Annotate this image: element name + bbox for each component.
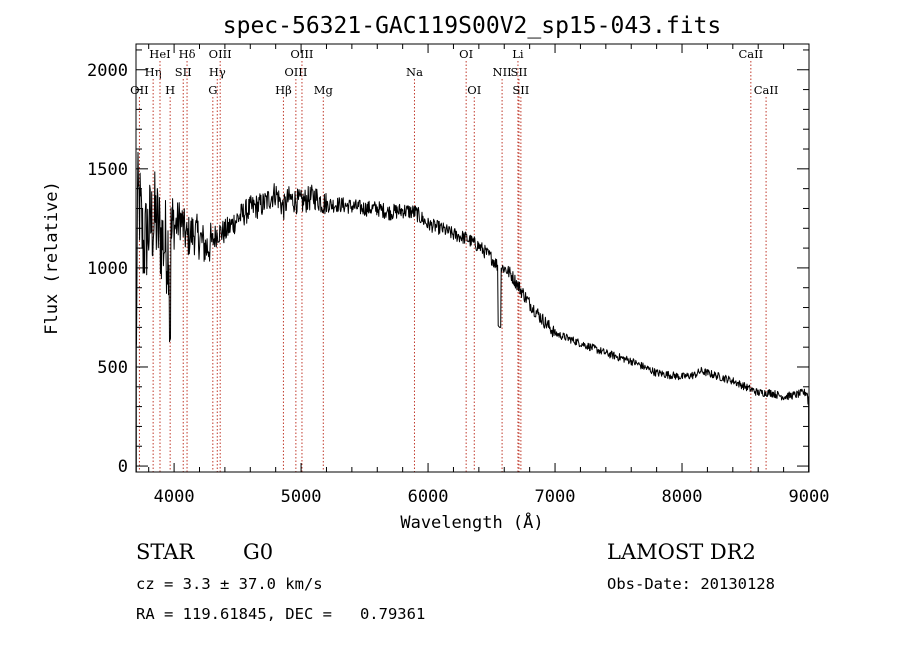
redshift-velocity: cz = 3.3 ± 37.0 km/s — [136, 575, 323, 593]
spectral-line-label: Mg — [314, 83, 334, 97]
spectral-line-label: OI — [467, 83, 481, 97]
y-axis-ticks: 0 500 1000 1500 2000 — [87, 49, 809, 477]
y-tick-label: 0 — [118, 457, 128, 477]
spectral-line-label: Hγ — [209, 65, 226, 79]
object-class: STAR — [136, 540, 195, 564]
x-tick-label: 9000 — [789, 487, 830, 507]
spectral-line-label: SII — [510, 65, 527, 79]
spectral-line-label: CaII — [754, 83, 779, 97]
x-axis-ticks: 4000 5000 6000 7000 8000 9000 — [148, 44, 830, 507]
spectral-line-label: Li — [512, 47, 524, 61]
spectral-line-label: OI — [459, 47, 473, 61]
spectral-line-label: SII — [175, 65, 192, 79]
sky-coordinates: RA = 119.61845, DEC = 0.79361 — [136, 605, 425, 623]
spectral-line-label: G — [208, 83, 217, 97]
survey-release: LAMOST DR2 — [607, 540, 756, 564]
x-tick-label: 4000 — [154, 487, 195, 507]
spectral-line-label: OIII — [209, 47, 232, 61]
x-tick-label: 8000 — [662, 487, 703, 507]
spectrum-line — [135, 151, 810, 472]
spectral-line-label: Hβ — [275, 83, 292, 97]
spectral-line-label: CaII — [738, 47, 763, 61]
spectral-line-markers: OIIHηHeIHSIIHδGHγOIIIHβOIIIOIIIMgNaOIOIN… — [130, 47, 778, 472]
x-tick-label: 6000 — [408, 487, 449, 507]
y-tick-label: 2000 — [87, 61, 128, 81]
object-subclass: G0 — [243, 540, 273, 564]
spectral-line-label: OIII — [290, 47, 313, 61]
x-tick-label: 7000 — [535, 487, 576, 507]
spectral-line-label: H — [165, 83, 175, 97]
spectral-line-label: Hδ — [179, 47, 196, 61]
spectral-line-label: OIII — [284, 65, 307, 79]
observation-date: Obs-Date: 20130128 — [607, 575, 775, 593]
spectrum-plot — [135, 151, 810, 472]
x-tick-label: 5000 — [281, 487, 322, 507]
y-tick-label: 1500 — [87, 160, 128, 180]
y-axis-label: Flux (relative) — [42, 181, 62, 335]
plot-frame — [135, 43, 810, 473]
spectral-line-label: Hη — [145, 65, 162, 79]
spectral-line-label: SII — [512, 83, 529, 97]
spectral-line-label: HeI — [149, 47, 170, 61]
spectral-line-label: NII — [493, 65, 512, 79]
chart-title: spec-56321-GAC119S00V2_sp15-043.fits — [223, 13, 722, 39]
y-tick-label: 500 — [97, 358, 128, 378]
y-tick-label: 1000 — [87, 259, 128, 279]
x-axis-label: Wavelength (Å) — [400, 511, 543, 533]
spectral-line-label: Na — [406, 65, 423, 79]
